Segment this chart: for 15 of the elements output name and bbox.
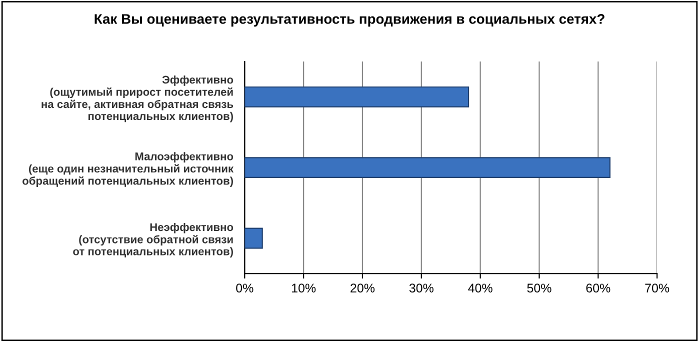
x-tick-label: 20% [350, 284, 375, 293]
y-tick-label: Малоэффективно (еще один незначительный источник обращений потенциальных клиентов) [22, 152, 234, 187]
chart-title: Как Вы оцениваете результативность продвижения в социальных сетях? [94, 14, 604, 27]
x-tick-label: 40% [468, 284, 492, 293]
bar [244, 228, 263, 249]
x-tick-label: 50% [527, 284, 552, 293]
bar [244, 157, 610, 178]
x-tick-label: 0% [236, 284, 254, 293]
x-tick-label: 70% [645, 284, 670, 293]
y-tick-label: Эффективно (ощутимый прирост посетителей на сайте, активная обратная связь потенциальных клиентов) [42, 75, 234, 122]
y-tick-label: Неэффективно (отсутствие обратной связи от потенциальных клиентов) [73, 222, 234, 258]
x-tick-label: 60% [586, 284, 610, 293]
bar [244, 86, 470, 108]
x-tick-label: 10% [292, 284, 316, 293]
x-tick-label: 30% [409, 284, 434, 293]
